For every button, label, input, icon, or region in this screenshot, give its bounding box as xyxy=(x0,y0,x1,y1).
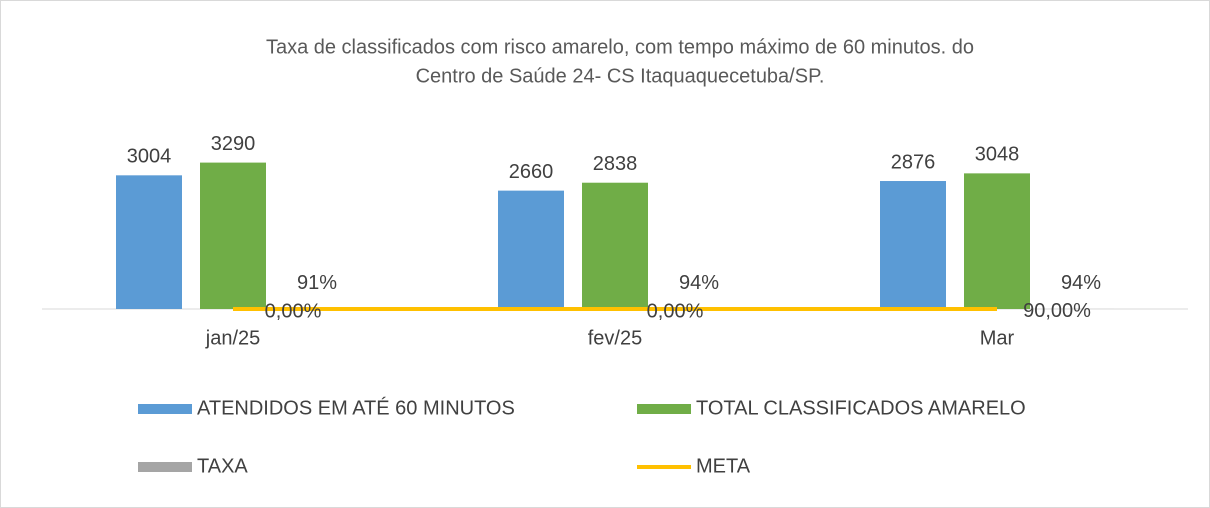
bar xyxy=(880,181,946,309)
data-label: 2876 xyxy=(891,151,936,173)
legend-label: TOTAL CLASSIFICADOS AMARELO xyxy=(696,397,1026,419)
data-label: 2660 xyxy=(509,161,554,183)
data-label: 2838 xyxy=(593,153,638,175)
legend-label: META xyxy=(696,455,751,477)
data-label: 0,00% xyxy=(647,300,704,322)
data-label: 94% xyxy=(679,272,719,294)
chart-title: Centro de Saúde 24- CS Itaquaquecetuba/S… xyxy=(416,65,825,87)
x-tick-label: Mar xyxy=(980,327,1015,349)
data-label: 91% xyxy=(297,272,337,294)
bar xyxy=(200,162,266,309)
legend-swatch xyxy=(138,404,192,414)
legend-swatch xyxy=(637,404,691,414)
data-label: 94% xyxy=(1061,272,1101,294)
chart-title: Taxa de classificados com risco amarelo,… xyxy=(266,36,974,58)
bar xyxy=(582,182,648,309)
legend-label: TAXA xyxy=(197,455,248,477)
x-tick-label: fev/25 xyxy=(588,327,642,349)
bar xyxy=(116,175,182,309)
data-label: 3004 xyxy=(127,146,172,168)
data-label: 3290 xyxy=(211,133,256,155)
data-label: 90,00% xyxy=(1023,300,1091,322)
bar xyxy=(498,190,564,309)
data-label: 3048 xyxy=(975,144,1020,166)
legend-label: ATENDIDOS EM ATÉ 60 MINUTOS xyxy=(197,396,515,419)
data-label: 0,00% xyxy=(265,300,322,322)
bar xyxy=(964,173,1030,309)
x-tick-label: jan/25 xyxy=(205,327,261,349)
legend-swatch xyxy=(138,462,192,472)
